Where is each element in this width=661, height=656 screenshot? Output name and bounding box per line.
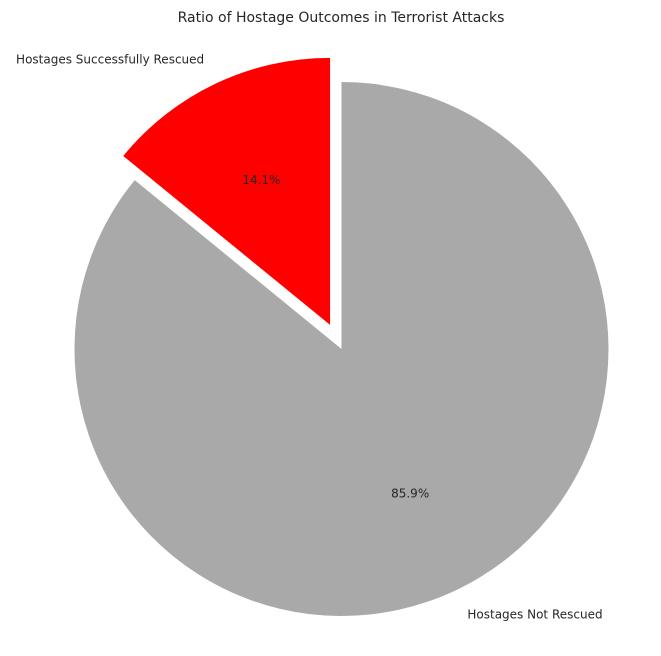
pie-slice-2-percent-label: 85.9% (391, 487, 429, 501)
pie-labels: 14.1% Hostages Successfully Rescued 85.9% H… (16, 53, 603, 622)
pie-slice-1 (123, 57, 331, 325)
pie-slice-2-category-label: Hostages Not Rescued (467, 607, 602, 621)
pie-slice-2 (74, 82, 609, 617)
chart-title: Ratio of Hostage Outcomes in Terrorist A… (178, 10, 505, 26)
pie-slice-1-category-label: Hostages Successfully Rescued (16, 53, 204, 67)
pie-slice-1-percent-label: 14.1% (242, 173, 280, 187)
pie-slices (74, 57, 609, 617)
